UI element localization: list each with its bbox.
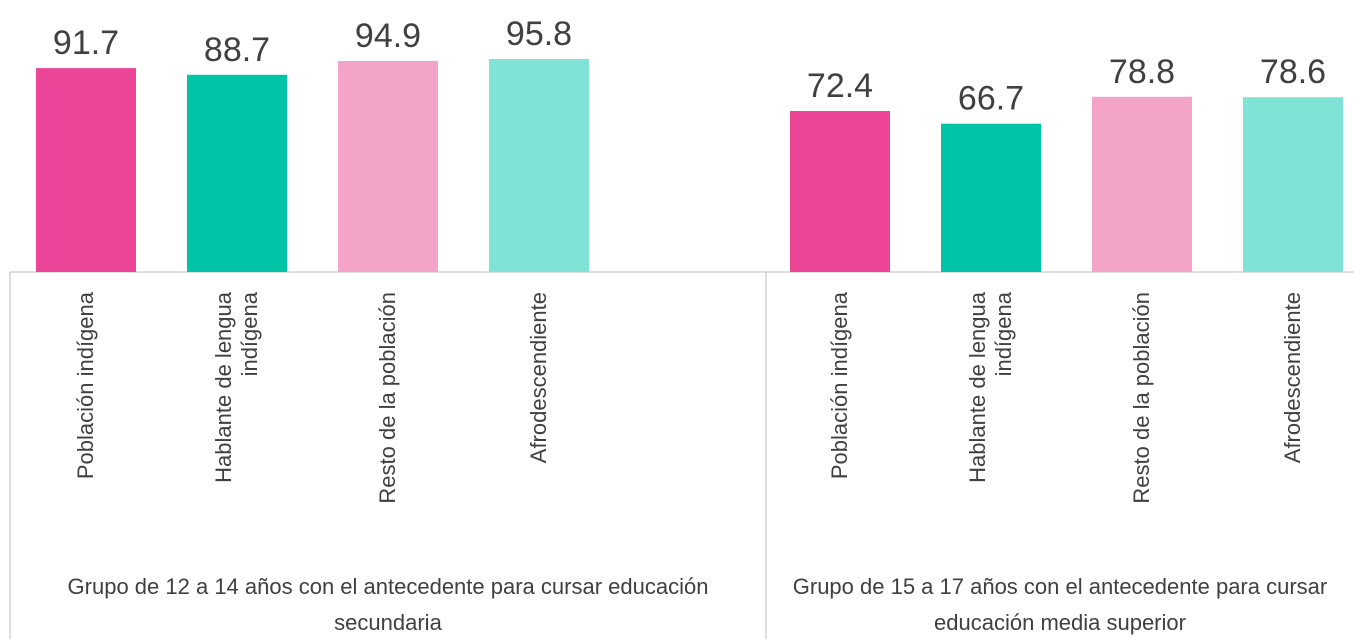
bar: [338, 61, 438, 273]
bar: [941, 123, 1041, 273]
bar: [187, 74, 287, 272]
bar: [489, 59, 589, 272]
category-label: Resto de la población: [1129, 292, 1154, 504]
data-label: 72.4: [807, 67, 873, 105]
bar: [790, 111, 890, 273]
data-label: 78.6: [1260, 53, 1326, 91]
bar: [36, 68, 136, 272]
category-label: Población indígena: [73, 292, 98, 480]
group-label: Grupo de 12 a 14 años con el antecedente…: [67, 574, 709, 635]
bar: [1243, 97, 1343, 272]
data-label: 78.8: [1109, 53, 1175, 91]
category-label: Hablante de lengua indígena: [965, 292, 1016, 483]
group-label: Grupo de 15 a 17 años con el antecedente…: [792, 574, 1328, 635]
category-label: Hablante de lengua indígena: [211, 292, 262, 483]
data-label: 91.7: [53, 24, 119, 62]
data-label: 88.7: [204, 31, 270, 69]
category-label: Afrodescendiente: [1280, 292, 1305, 464]
data-label: 94.9: [355, 17, 421, 55]
category-label: Afrodescendiente: [526, 292, 551, 464]
category-label: Resto de la población: [375, 292, 400, 504]
data-label: 66.7: [958, 80, 1024, 118]
category-label: Población indígena: [827, 292, 852, 480]
data-label: 95.8: [506, 15, 572, 53]
bar: [1092, 96, 1192, 273]
